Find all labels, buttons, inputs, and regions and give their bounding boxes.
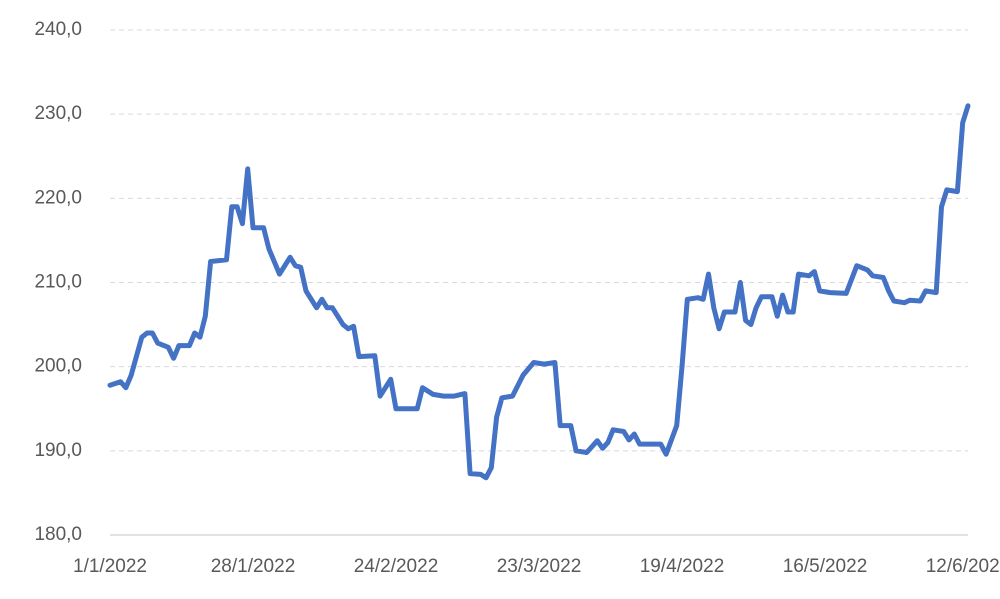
y-tick-label: 200,0 — [34, 356, 82, 377]
y-tick-label: 210,0 — [34, 272, 82, 293]
x-tick-label: 28/1/2022 — [211, 556, 296, 577]
x-tick-label: 24/2/2022 — [354, 556, 439, 577]
x-tick-label: 1/1/2022 — [73, 556, 147, 577]
y-tick-label: 220,0 — [34, 187, 82, 208]
y-tick-label: 190,0 — [34, 440, 82, 461]
x-tick-label: 23/3/2022 — [497, 556, 582, 577]
y-tick-label: 230,0 — [34, 103, 82, 124]
x-tick-label: 16/5/2022 — [783, 556, 868, 577]
x-tick-label: 12/6/2022 — [926, 556, 1000, 577]
line-series — [107, 103, 971, 481]
y-tick-label: 180,0 — [34, 524, 82, 545]
x-tick-label: 19/4/2022 — [640, 556, 725, 577]
y-tick-label: 240,0 — [34, 19, 82, 40]
